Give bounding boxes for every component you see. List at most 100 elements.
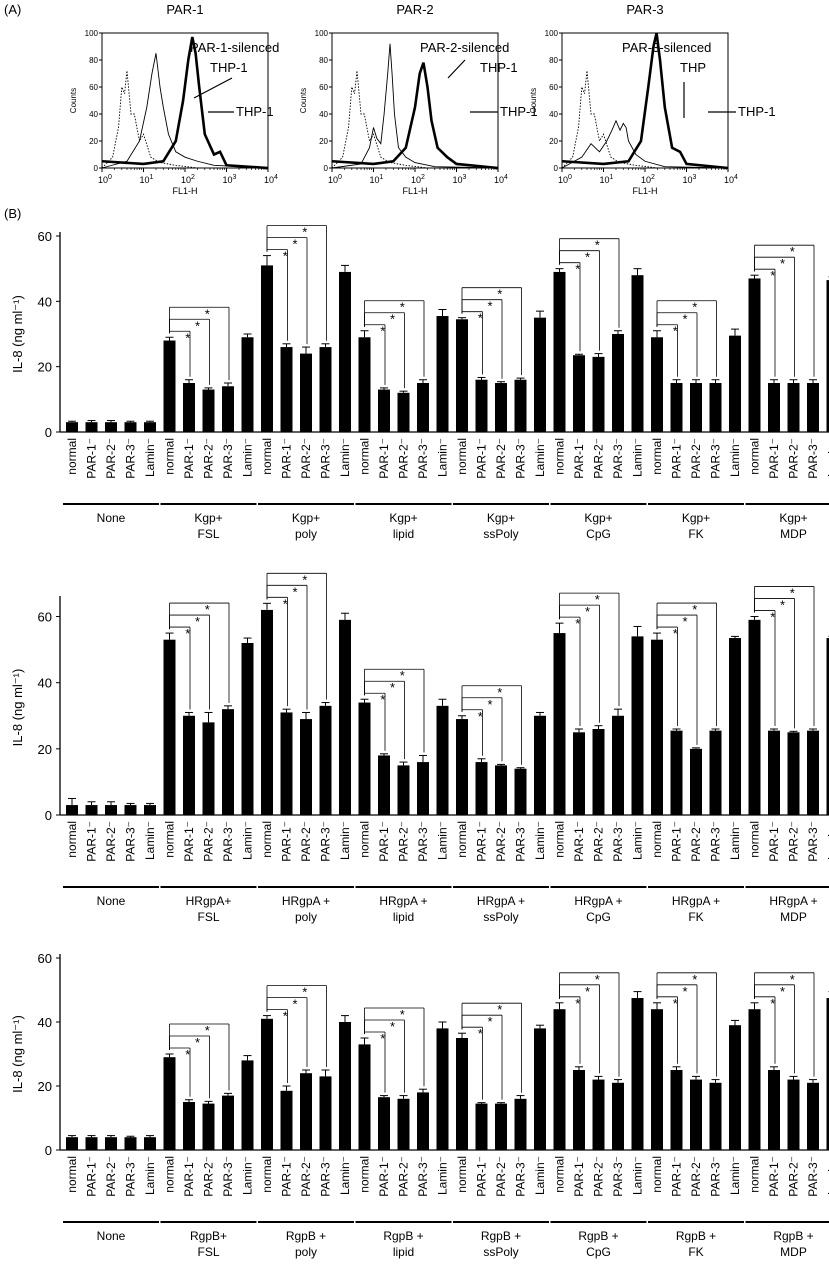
bar-label: PAR-1⁻ — [475, 438, 489, 479]
bar-group: normal PAR-1⁻ PAR-2⁻ PAR-3⁻ Lamin⁻ Kgp+ FSL * * * — [160, 306, 257, 541]
bar-label: PAR-3⁻ — [416, 438, 430, 479]
group-sublabel: lipid — [393, 910, 414, 924]
y-tick-label: 20 — [38, 360, 52, 375]
bar-label: PAR-3⁻ — [514, 821, 528, 862]
sig-star: * — [195, 614, 200, 629]
flow-xlabel: FL1-H — [172, 186, 197, 196]
bar — [612, 715, 624, 815]
bar — [631, 998, 644, 1150]
flow-xtick-label: 102 — [411, 174, 425, 185]
bar — [105, 422, 117, 432]
bar-label: PAR-2⁻ — [397, 438, 411, 479]
group-label: Kgp+ — [292, 511, 320, 525]
bar — [729, 638, 741, 815]
group-label: HRgpA + — [769, 894, 817, 908]
bar — [768, 383, 780, 432]
bar — [202, 389, 215, 432]
bar — [417, 383, 429, 432]
bar — [319, 1076, 332, 1150]
bar — [222, 1095, 234, 1150]
bar-label: PAR-2⁻ — [592, 821, 606, 862]
bar-label: normal — [65, 438, 79, 475]
y-tick-label: 40 — [38, 1015, 52, 1030]
bar — [690, 1079, 702, 1150]
flow-series-dotted — [331, 70, 498, 169]
bar-label: normal — [65, 821, 79, 858]
sig-star: * — [390, 312, 395, 327]
group-label: Kgp+ — [487, 511, 515, 525]
sig-star: * — [185, 1047, 190, 1062]
flow-xtick-label: 102 — [641, 174, 655, 185]
flow-title: PAR-1 — [166, 2, 203, 17]
bar — [202, 1103, 215, 1150]
flow-xtick-label: 100 — [328, 174, 342, 185]
sig-star: * — [283, 596, 288, 611]
flow-xtick-label: 103 — [683, 174, 697, 185]
bar — [592, 356, 605, 432]
flow-xtick-label: 103 — [223, 174, 237, 185]
bar-group: normal PAR-1⁻ PAR-2⁻ PAR-3⁻ Lamin⁻ RgpB + MDP *… — [745, 972, 829, 1259]
bar — [475, 762, 488, 815]
bar — [339, 619, 351, 815]
flow-ytick-label: 20 — [89, 137, 98, 146]
bar — [729, 335, 741, 432]
bar-label: PAR-3⁻ — [611, 438, 625, 479]
bar-label: PAR-3⁻ — [221, 1156, 235, 1197]
bar — [631, 275, 644, 432]
bar-label: PAR-2⁻ — [299, 438, 313, 479]
group-label: None — [97, 1229, 126, 1243]
bar — [124, 1137, 137, 1150]
sig-star: * — [205, 1023, 210, 1038]
flow-annotation: THP-1 — [500, 104, 538, 119]
flow-ytick-label: 60 — [319, 83, 328, 92]
bar — [241, 337, 254, 432]
group-sublabel: FK — [688, 527, 703, 541]
bar — [612, 1082, 624, 1150]
y-tick-label: 60 — [38, 951, 52, 966]
bar — [183, 715, 195, 815]
bar-label: normal — [163, 1156, 177, 1193]
bar — [202, 722, 215, 815]
bar — [807, 730, 819, 815]
bar-group: normal PAR-1⁻ PAR-2⁻ PAR-3⁻ Lamin⁻ None — [63, 1135, 159, 1243]
bar — [358, 1044, 371, 1150]
bar-label: PAR-3⁻ — [221, 438, 235, 479]
bar — [124, 805, 137, 815]
bar-label: PAR-2⁻ — [787, 1156, 801, 1197]
flow-annotation: THP-1 — [210, 60, 248, 75]
bar-label: normal — [748, 821, 762, 858]
sig-star: * — [380, 692, 385, 707]
bar-label: Lamin⁻ — [338, 821, 352, 860]
bar — [787, 1079, 800, 1150]
flow-ytick-label: 20 — [549, 137, 558, 146]
y-tick-label: 0 — [45, 1143, 52, 1158]
bar-group: normal PAR-1⁻ PAR-2⁻ PAR-3⁻ Lamin⁻ HRgpA + ssP… — [453, 685, 549, 924]
flow-annotation: PAR-2-silenced — [420, 40, 509, 55]
bar-label: PAR-1⁻ — [377, 821, 391, 862]
flow-ytick-label: 40 — [319, 110, 328, 119]
bar — [358, 337, 371, 432]
bar-label: Lamin⁻ — [143, 1156, 157, 1195]
bar-label: Lamin⁻ — [533, 438, 547, 477]
sig-star: * — [302, 985, 307, 1000]
bar — [124, 422, 137, 432]
bar — [183, 1102, 195, 1150]
sig-star: * — [673, 324, 678, 339]
sig-star: * — [390, 1019, 395, 1034]
bar — [787, 383, 800, 432]
sig-star: * — [390, 680, 395, 695]
sig-star: * — [283, 1009, 288, 1024]
bar — [514, 768, 527, 815]
bar — [85, 805, 98, 815]
flow-xtick-label: 101 — [370, 174, 384, 185]
sig-star: * — [770, 996, 775, 1011]
flow-arrow — [193, 77, 233, 99]
flow-ytick-label: 80 — [549, 56, 558, 65]
bar-chart-kgp: 0 20 40 60 IL-8 (ng ml⁻¹) normal PAR-1⁻ PAR-2⁻ P… — [10, 225, 829, 541]
flow-series-thin — [101, 53, 269, 169]
group-label: RgpB + — [286, 1229, 326, 1243]
bar-group: normal PAR-1⁻ PAR-2⁻ PAR-3⁻ Lamin⁻ RgpB + poly… — [258, 985, 354, 1259]
bar-group: normal PAR-1⁻ PAR-2⁻ PAR-3⁻ Lamin⁻ HRgpA + MDP… — [745, 586, 829, 924]
bar — [748, 278, 761, 432]
group-label: RgpB+ — [190, 1229, 227, 1243]
